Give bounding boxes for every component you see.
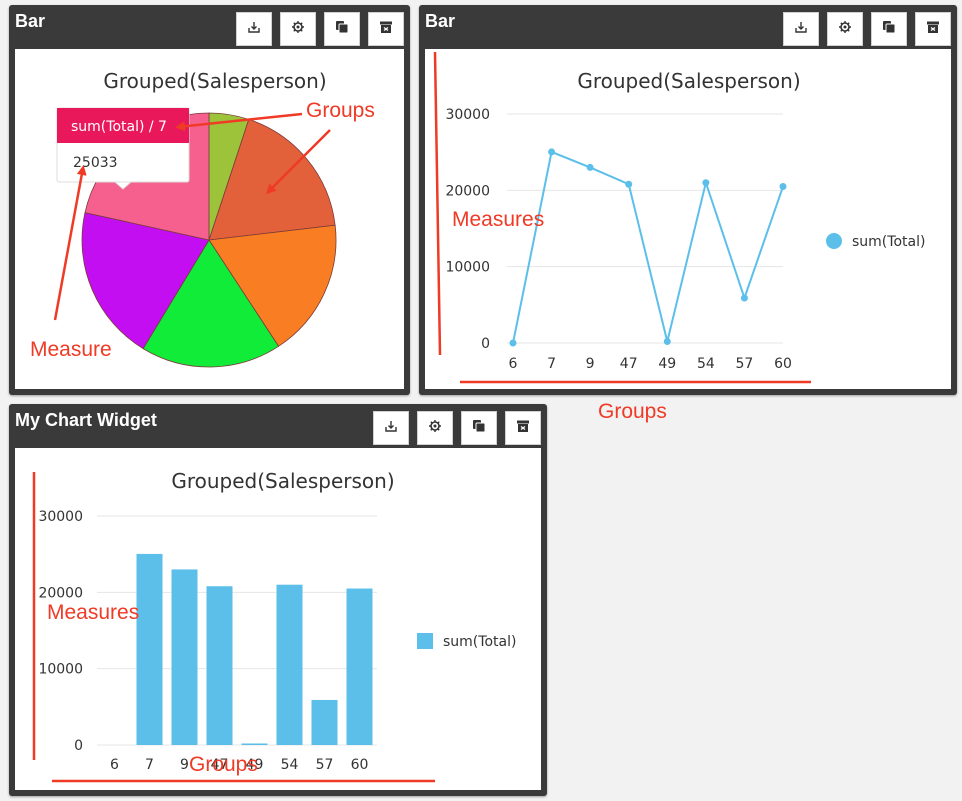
data-point: [586, 163, 594, 171]
bar: [311, 699, 338, 745]
settings-button[interactable]: [280, 12, 316, 46]
annotation-groups: Groups: [598, 400, 667, 423]
settings-button[interactable]: [417, 411, 453, 445]
settings-button[interactable]: [827, 12, 863, 46]
chart-title: Grouped(Salesperson): [577, 69, 800, 93]
x-tick-label: 49: [658, 356, 676, 372]
y-tick-label: 0: [74, 738, 83, 754]
data-point: [548, 148, 556, 156]
y-tick-label: 10000: [38, 662, 83, 678]
x-tick-label: 47: [620, 356, 638, 372]
legend-label: sum(Total): [443, 634, 516, 650]
x-tick-label: 9: [180, 757, 189, 773]
series-line: [512, 150, 784, 344]
legend-marker: [826, 233, 842, 249]
x-tick-label: 57: [316, 757, 334, 773]
x-tick-label: 6: [509, 356, 518, 372]
download-button[interactable]: [236, 12, 272, 46]
x-tick-label: 60: [351, 757, 369, 773]
y-tick-label: 20000: [445, 183, 490, 199]
archive-icon: [379, 20, 393, 39]
chart-panel: Grouped(Salesperson) 0 10000 20000 30000 6 7…: [425, 49, 951, 389]
pie-slice: [208, 224, 337, 347]
legend: sum(Total): [826, 233, 925, 250]
data-point: [740, 294, 748, 302]
data-point: [702, 179, 710, 187]
y-tick-label: 20000: [38, 585, 83, 601]
pie-slice: [142, 239, 280, 368]
chart-title: Grouped(Salesperson): [171, 469, 394, 493]
widget-title: Bar: [15, 11, 46, 31]
x-tick-label: 7: [547, 356, 556, 372]
x-tick-label: 47: [211, 757, 229, 773]
archive-icon: [516, 419, 530, 438]
chart-title: Grouped(Salesperson): [103, 69, 326, 93]
settings-icon: [428, 419, 442, 438]
x-tick-label: 6: [110, 757, 119, 773]
tooltip-header: sum(Total) / 7: [71, 119, 167, 135]
y-tick-label: 10000: [445, 260, 490, 276]
data-point: [509, 339, 517, 347]
pie-chart: Grouped(Salesperson) sum(Total) / 7 2503…: [56, 69, 337, 368]
data-point: [625, 180, 633, 188]
tooltip: sum(Total) / 7 25033: [56, 107, 190, 190]
x-tick-label: 54: [281, 757, 299, 773]
chart-panel: Grouped(Salesperson) 0 10000 20000 30000 6 7…: [15, 448, 541, 790]
data-point: [663, 337, 671, 345]
bar: [206, 586, 233, 745]
widget-toolbar: [236, 12, 404, 46]
download-icon: [384, 419, 398, 438]
bar: [276, 584, 303, 745]
y-tick-label: 30000: [38, 509, 83, 525]
x-tick-label: 57: [736, 356, 754, 372]
line-chart: Grouped(Salesperson) 0 10000 20000 30000 6 7…: [445, 69, 925, 372]
x-tick-label: 49: [246, 757, 264, 773]
pie-widget: Bar Grouped(Salesperson) sum(Total) / 7 …: [9, 5, 410, 395]
widget-toolbar: [373, 411, 541, 445]
y-tick-label: 30000: [445, 107, 490, 123]
x-tick-label: 7: [145, 757, 154, 773]
widget-title: Bar: [425, 11, 456, 31]
copy-icon: [335, 20, 349, 39]
legend-marker: [417, 633, 433, 649]
legend: sum(Total): [417, 633, 516, 650]
copy-icon: [882, 20, 896, 39]
archive-icon: [926, 20, 940, 39]
archive-button[interactable]: [505, 411, 541, 445]
settings-icon: [838, 20, 852, 39]
archive-button[interactable]: [368, 12, 404, 46]
x-tick-label: 60: [774, 356, 792, 372]
line-widget: Bar Grouped(Salesperson) 0 10000 20000 3000…: [419, 5, 957, 395]
tooltip-value: 25033: [73, 155, 118, 171]
copy-button[interactable]: [461, 411, 497, 445]
copy-button[interactable]: [324, 12, 360, 46]
bar: [346, 588, 373, 745]
settings-icon: [291, 20, 305, 39]
x-tick-label: 9: [586, 356, 595, 372]
widget-toolbar: [783, 12, 951, 46]
bar-widget: My Chart Widget Grouped(Salesperson) 0 10…: [9, 404, 547, 796]
copy-icon: [472, 419, 486, 438]
x-tick-label: 54: [697, 356, 715, 372]
archive-button[interactable]: [915, 12, 951, 46]
download-icon: [794, 20, 808, 39]
legend-label: sum(Total): [852, 234, 925, 250]
widget-title: My Chart Widget: [15, 410, 157, 430]
download-button[interactable]: [783, 12, 819, 46]
bar: [136, 553, 163, 745]
download-button[interactable]: [373, 411, 409, 445]
download-icon: [247, 20, 261, 39]
copy-button[interactable]: [871, 12, 907, 46]
data-point: [779, 183, 787, 191]
bar-chart: Grouped(Salesperson) 0 10000 20000 30000 6 7…: [38, 469, 516, 773]
bar: [171, 569, 198, 745]
bar: [241, 743, 268, 745]
y-tick-label: 0: [481, 336, 490, 352]
chart-panel: Grouped(Salesperson) sum(Total) / 7 2503…: [15, 49, 404, 389]
